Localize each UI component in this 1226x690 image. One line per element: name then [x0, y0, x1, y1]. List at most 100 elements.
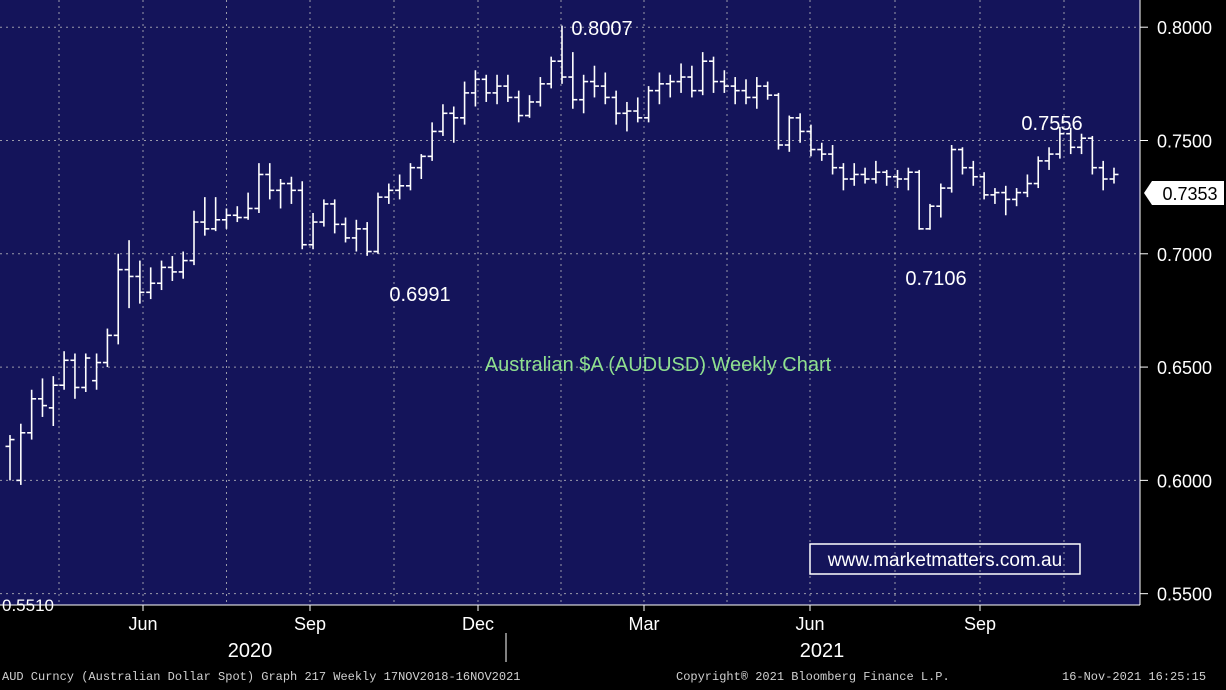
grid-lines — [0, 0, 1140, 605]
ohlc-bar — [903, 167, 913, 191]
x-tick-label: Mar — [629, 614, 660, 634]
ohlc-bar — [1066, 127, 1076, 155]
y-tick-label: 0.7000 — [1157, 245, 1212, 265]
ohlc-bar — [633, 97, 643, 123]
ohlc-bar — [644, 86, 654, 123]
ohlc-bar — [265, 163, 275, 200]
ohlc-bar — [232, 206, 242, 223]
ohlc-bar — [221, 208, 231, 229]
ohlc-bar — [882, 169, 892, 186]
ohlc-bar — [698, 52, 708, 96]
y-tick-label: 0.5500 — [1157, 585, 1212, 605]
annotation-high: 0.8007 — [571, 18, 632, 40]
ohlc-bar — [48, 376, 58, 426]
ohlc-bar — [860, 167, 870, 184]
ohlc-bar — [211, 197, 221, 232]
ohlc-bar — [351, 219, 361, 252]
ohlc-bar — [113, 253, 123, 345]
x-tick-label: Sep — [294, 614, 326, 634]
ohlc-bar — [27, 389, 37, 440]
ohlc-bar — [167, 256, 177, 281]
ohlc-bar — [16, 423, 26, 485]
ohlc-bar — [622, 101, 632, 132]
ohlc-bar — [124, 240, 134, 309]
footer-security: AUD Curncy (Australian Dollar Spot) Grap… — [2, 670, 521, 684]
ohlc-bar — [449, 106, 459, 143]
ohlc-bar — [492, 74, 502, 105]
y-tick-label: 0.6500 — [1157, 358, 1212, 378]
watermark-box — [809, 543, 1081, 575]
ohlc-bar — [741, 79, 751, 105]
low-edge-label: 0.5510 — [2, 596, 54, 615]
ohlc-bar — [871, 160, 881, 184]
ohlc-bar — [308, 212, 318, 250]
ohlc-bar — [514, 90, 524, 123]
ohlc-bar — [838, 163, 848, 191]
ohlc-bar — [849, 163, 859, 186]
x-axis-ticks: Jun Sep Dec Mar Jun Sep — [128, 605, 996, 634]
ohlc-bar — [341, 217, 351, 243]
ohlc-bar — [102, 328, 112, 368]
ohlc-bar — [925, 203, 935, 230]
ohlc-bar — [189, 210, 199, 266]
y-tick-label: 0.7500 — [1157, 131, 1212, 151]
ohlc-bar — [968, 160, 978, 186]
ohlc-bar — [806, 124, 816, 157]
ohlc-bar — [773, 92, 783, 150]
ohlc-bar — [535, 77, 545, 107]
price-bars — [5, 25, 1119, 485]
ohlc-bar — [157, 260, 167, 291]
ohlc-bar — [5, 435, 15, 481]
ohlc-bar — [460, 81, 470, 125]
ohlc-bar — [1098, 160, 1108, 191]
x-tick-label: Jun — [128, 614, 157, 634]
ohlc-bar — [146, 267, 156, 300]
ohlc-bar — [828, 145, 838, 175]
ohlc-bar — [936, 183, 946, 218]
ohlc-bar — [92, 353, 102, 390]
y-axis-ticks: 0.8000 0.7500 0.7000 0.6500 0.6000 0.5500 — [1140, 18, 1212, 605]
ohlc-bar — [665, 74, 675, 98]
ohlc-bar — [893, 169, 903, 189]
y-tick-label: 0.8000 — [1157, 18, 1212, 38]
ohlc-bar — [709, 56, 719, 93]
ohlc-bar — [1055, 126, 1065, 159]
ohlc-bar — [503, 74, 513, 102]
ohlc-bar — [70, 353, 80, 399]
ohlc-bar — [654, 72, 664, 105]
ohlc-bar — [817, 142, 827, 161]
ohlc-bar — [1033, 156, 1043, 189]
ohlc-bar — [990, 188, 1000, 204]
ohlc-bar — [297, 181, 307, 250]
ohlc-bar — [579, 74, 589, 114]
ohlc-bar — [405, 163, 415, 191]
x-axis-panel — [0, 605, 1226, 666]
ohlc-bar — [947, 145, 957, 193]
ohlc-bar — [752, 77, 762, 109]
ohlc-bar — [795, 113, 805, 143]
ohlc-bar — [719, 70, 729, 93]
year-label-2020: 2020 — [228, 640, 273, 662]
annotation-low-2020: 0.6991 — [389, 284, 450, 306]
ohlc-bar — [135, 260, 145, 304]
ohlc-bar — [373, 192, 383, 254]
ohlc-bar — [276, 179, 286, 209]
annotation-recent-high: 0.7556 — [1021, 113, 1082, 135]
ohlc-bar — [254, 163, 264, 213]
ohlc-bar — [319, 199, 329, 227]
last-price-label: 0.7353 — [1144, 181, 1224, 205]
ohlc-bar — [330, 199, 340, 234]
ohlc-bar — [438, 104, 448, 136]
x-tick-label: Sep — [964, 614, 996, 634]
ohlc-bar — [416, 154, 426, 180]
ohlc-bar — [37, 378, 47, 417]
y-tick-label: 0.6000 — [1157, 471, 1212, 491]
ohlc-bar — [1087, 135, 1097, 175]
year-label-2021: 2021 — [800, 640, 845, 662]
ohlc-bar — [286, 176, 296, 204]
ohlc-bar — [611, 90, 621, 125]
ohlc-bar — [395, 174, 405, 200]
ohlc-bar — [525, 95, 535, 118]
ohlc-bar — [1012, 188, 1022, 207]
